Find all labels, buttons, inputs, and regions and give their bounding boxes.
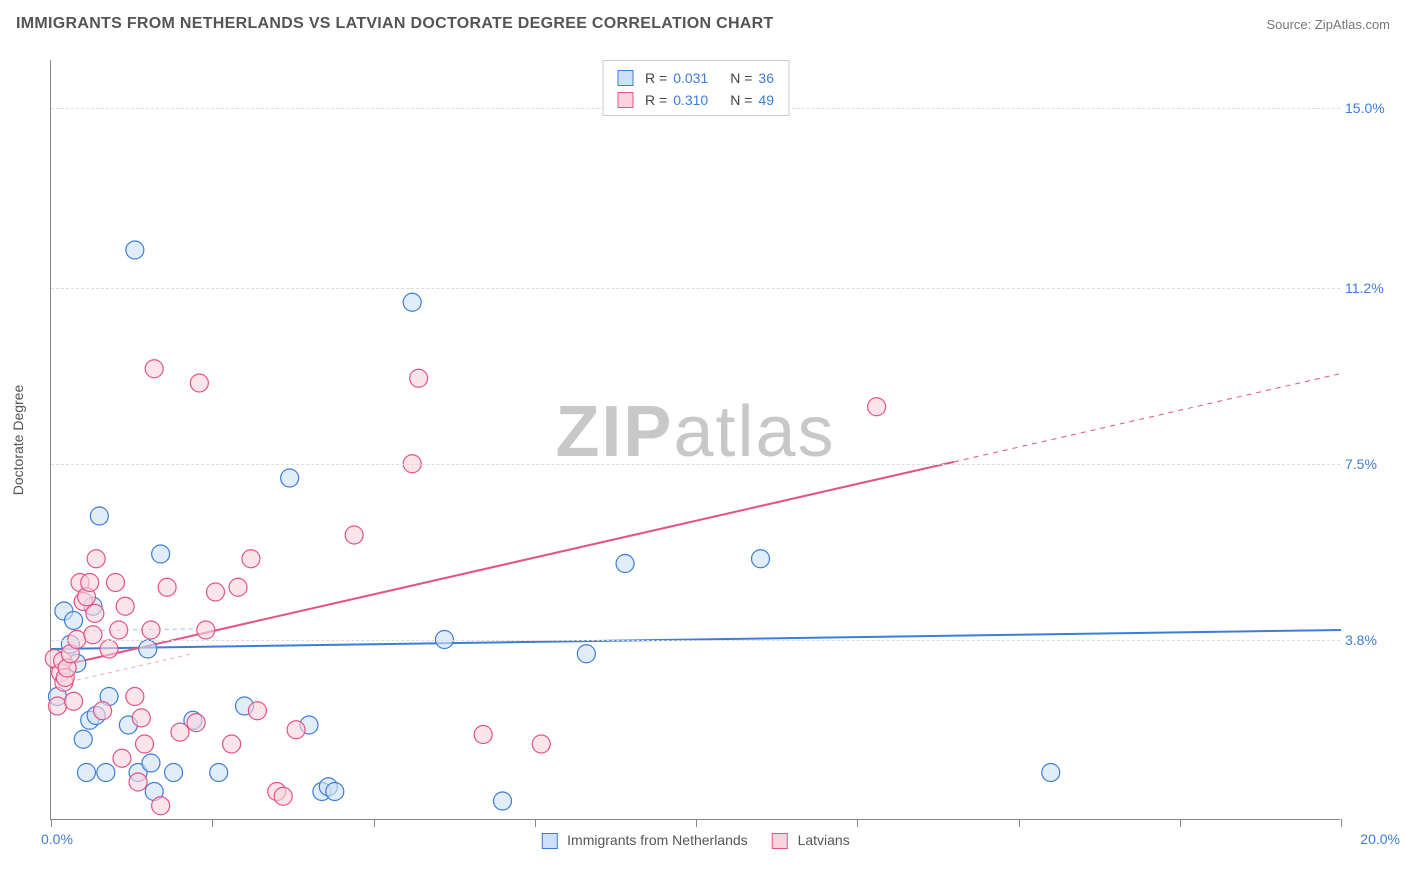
data-point-pink bbox=[116, 597, 134, 615]
data-point-blue bbox=[403, 293, 421, 311]
y-tick-label: 7.5% bbox=[1345, 456, 1395, 472]
data-point-pink bbox=[87, 550, 105, 568]
data-point-blue bbox=[210, 764, 228, 782]
footer-legend-item-blue: Immigrants from Netherlands bbox=[541, 832, 747, 849]
data-point-blue bbox=[139, 640, 157, 658]
data-point-pink bbox=[126, 688, 144, 706]
legend-n-label: N = bbox=[730, 67, 752, 89]
data-point-pink bbox=[868, 398, 886, 416]
legend-r-label: R = bbox=[645, 67, 667, 89]
legend-n-value: 49 bbox=[758, 89, 774, 111]
data-point-pink bbox=[197, 621, 215, 639]
x-tick bbox=[1341, 819, 1342, 827]
x-tick bbox=[696, 819, 697, 827]
footer-swatch-pink bbox=[772, 833, 788, 849]
data-point-pink bbox=[229, 578, 247, 596]
gridline-horizontal bbox=[51, 640, 1340, 641]
legend-row-pink: R = 0.310 N = 49 bbox=[617, 89, 774, 111]
gridline-horizontal bbox=[51, 464, 1340, 465]
data-point-pink bbox=[152, 797, 170, 815]
data-point-pink bbox=[171, 723, 189, 741]
data-point-blue bbox=[577, 645, 595, 663]
data-point-blue bbox=[142, 754, 160, 772]
correlation-legend-box: R = 0.031 N = 36 R = 0.310 N = 49 bbox=[602, 60, 789, 116]
footer-label-blue: Immigrants from Netherlands bbox=[567, 832, 748, 848]
data-point-blue bbox=[616, 555, 634, 573]
legend-swatch-pink bbox=[617, 92, 633, 108]
y-tick-label: 11.2% bbox=[1345, 280, 1395, 296]
data-point-blue bbox=[65, 612, 83, 630]
legend-swatch-blue bbox=[617, 70, 633, 86]
x-tick bbox=[857, 819, 858, 827]
data-point-blue bbox=[281, 469, 299, 487]
data-point-pink bbox=[110, 621, 128, 639]
series-legend: Immigrants from Netherlands Latvians bbox=[541, 832, 849, 849]
x-tick bbox=[1019, 819, 1020, 827]
legend-r-value: 0.031 bbox=[673, 67, 708, 89]
data-point-pink bbox=[129, 773, 147, 791]
x-tick bbox=[1180, 819, 1181, 827]
data-point-blue bbox=[1042, 764, 1060, 782]
x-tick bbox=[535, 819, 536, 827]
data-point-pink bbox=[187, 714, 205, 732]
data-point-pink bbox=[242, 550, 260, 568]
data-point-pink bbox=[532, 735, 550, 753]
data-point-pink bbox=[86, 604, 104, 622]
data-point-pink bbox=[145, 360, 163, 378]
footer-swatch-blue bbox=[541, 833, 557, 849]
data-point-pink bbox=[81, 574, 99, 592]
footer-label-pink: Latvians bbox=[798, 832, 850, 848]
data-point-blue bbox=[97, 764, 115, 782]
data-point-blue bbox=[77, 764, 95, 782]
data-point-blue bbox=[152, 545, 170, 563]
x-axis-max-label: 20.0% bbox=[1360, 831, 1400, 847]
data-point-pink bbox=[94, 702, 112, 720]
legend-r-label: R = bbox=[645, 89, 667, 111]
data-point-pink bbox=[136, 735, 154, 753]
data-point-blue bbox=[126, 241, 144, 259]
legend-r-value: 0.310 bbox=[673, 89, 708, 111]
data-point-pink bbox=[132, 709, 150, 727]
data-point-pink bbox=[100, 640, 118, 658]
data-point-pink bbox=[190, 374, 208, 392]
chart-title: IMMIGRANTS FROM NETHERLANDS VS LATVIAN D… bbox=[16, 15, 774, 33]
data-point-blue bbox=[752, 550, 770, 568]
legend-n-value: 36 bbox=[758, 67, 774, 89]
y-tick-label: 3.8% bbox=[1345, 632, 1395, 648]
data-point-blue bbox=[326, 783, 344, 801]
footer-legend-item-pink: Latvians bbox=[772, 832, 850, 849]
data-point-pink bbox=[287, 721, 305, 739]
data-point-pink bbox=[113, 749, 131, 767]
data-point-pink bbox=[142, 621, 160, 639]
data-point-pink bbox=[248, 702, 266, 720]
data-point-pink bbox=[206, 583, 224, 601]
data-point-pink bbox=[158, 578, 176, 596]
source-attribution: Source: ZipAtlas.com bbox=[1266, 17, 1390, 32]
legend-n-label: N = bbox=[730, 89, 752, 111]
data-point-blue bbox=[90, 507, 108, 525]
x-tick bbox=[51, 819, 52, 827]
data-point-pink bbox=[474, 726, 492, 744]
x-tick bbox=[212, 819, 213, 827]
legend-row-blue: R = 0.031 N = 36 bbox=[617, 67, 774, 89]
gridline-horizontal bbox=[51, 288, 1340, 289]
data-point-pink bbox=[48, 697, 66, 715]
chart-plot-area: ZIPatlas R = 0.031 N = 36 R = 0.310 N = … bbox=[50, 60, 1340, 820]
regression-line-dashed-pink bbox=[954, 374, 1341, 462]
data-point-blue bbox=[165, 764, 183, 782]
data-point-pink bbox=[274, 787, 292, 805]
data-point-pink bbox=[107, 574, 125, 592]
x-tick bbox=[374, 819, 375, 827]
data-point-pink bbox=[84, 626, 102, 644]
data-point-blue bbox=[494, 792, 512, 810]
y-axis-label: Doctorate Degree bbox=[10, 385, 26, 496]
y-tick-label: 15.0% bbox=[1345, 100, 1395, 116]
x-axis-min-label: 0.0% bbox=[41, 831, 73, 847]
scatter-plot-svg bbox=[51, 60, 1340, 819]
data-point-pink bbox=[223, 735, 241, 753]
data-point-blue bbox=[74, 730, 92, 748]
data-point-pink bbox=[410, 369, 428, 387]
data-point-pink bbox=[345, 526, 363, 544]
data-point-pink bbox=[65, 692, 83, 710]
